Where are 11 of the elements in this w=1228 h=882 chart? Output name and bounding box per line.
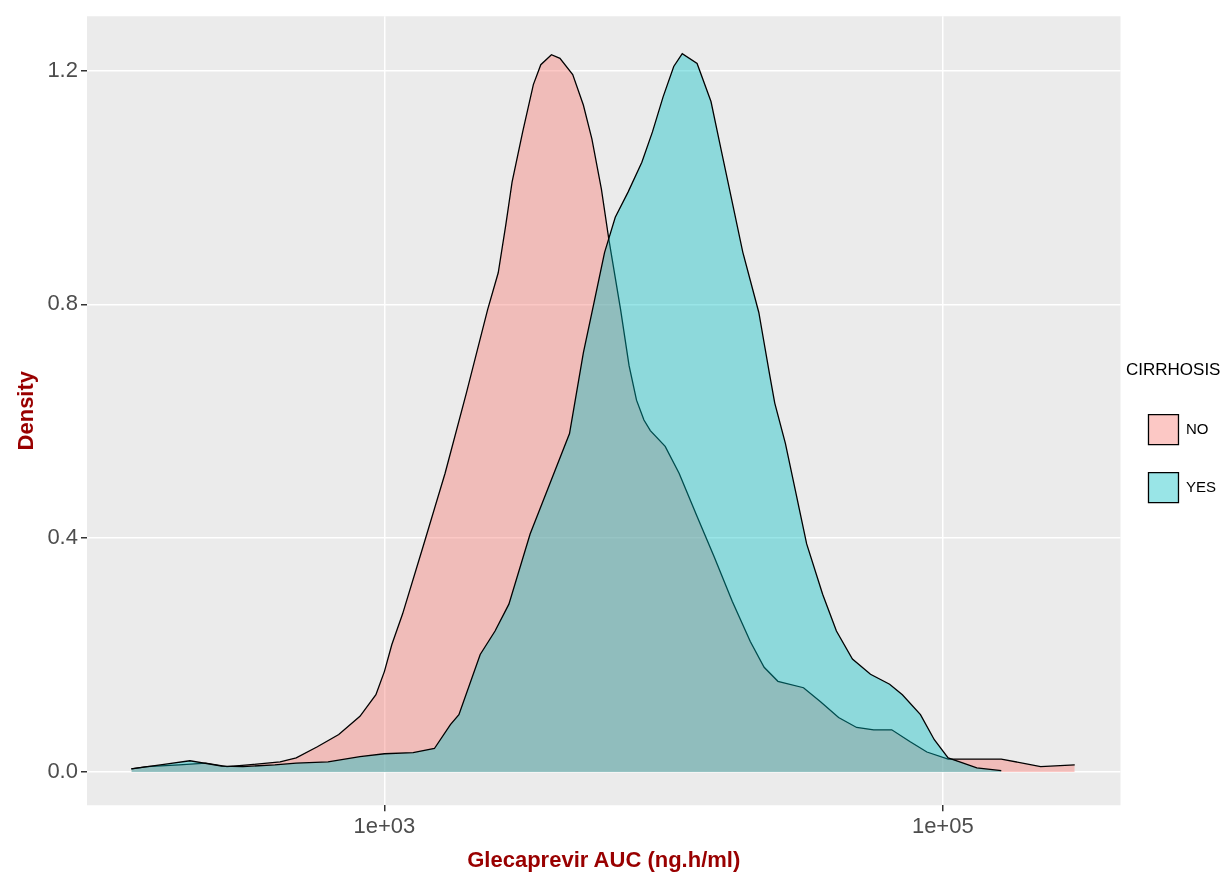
y-axis-title: Density (13, 370, 39, 451)
y-tick-label: 0.4 (47, 524, 78, 550)
legend-title: CIRRHOSIS (1126, 360, 1221, 380)
legend-label: YES (1185, 477, 1216, 495)
y-tick-label: 1.2 (47, 56, 78, 82)
x-tick-label: 1e+03 (353, 813, 416, 839)
y-tick-label: 0.0 (47, 757, 78, 783)
x-tick-label: 1e+05 (911, 813, 974, 839)
x-axis-title: Glecaprevir AUC (ng.h/ml) (467, 846, 741, 872)
legend-label: NO (1185, 419, 1209, 437)
y-tick-label: 0.8 (47, 290, 78, 316)
